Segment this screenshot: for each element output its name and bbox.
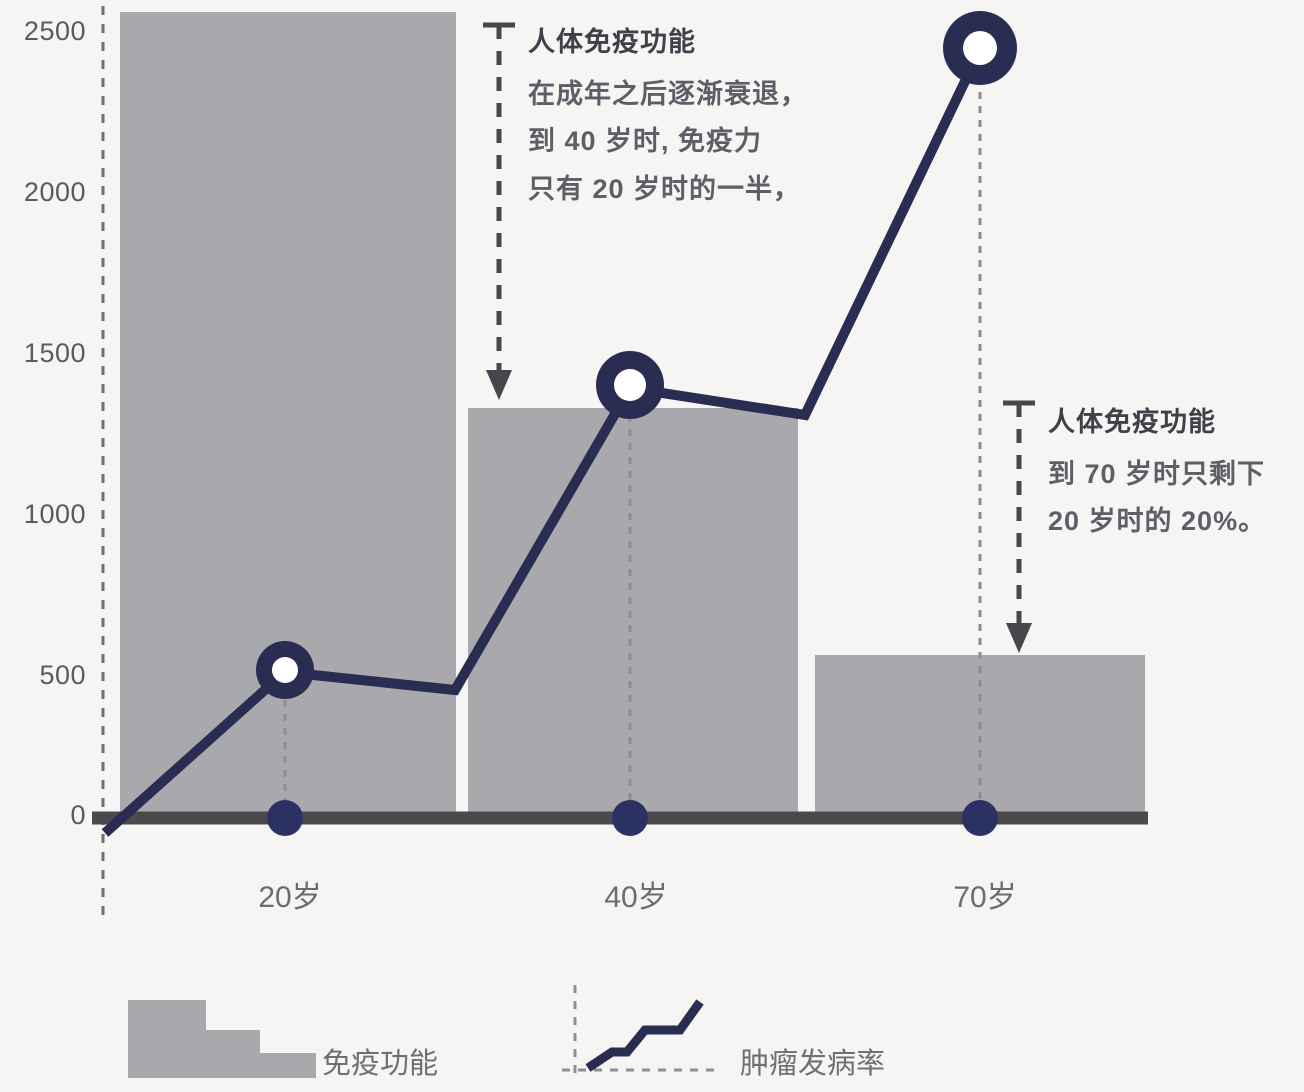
x-tick-label-20: 20岁 — [258, 881, 322, 914]
bar-40 — [468, 408, 798, 818]
tumor-incidence-line — [101, 47, 985, 837]
y-tick-label: 500 — [39, 660, 86, 690]
annotation-70-line: 到 70 岁时只剩下 — [1048, 459, 1266, 489]
x-tick-label-40: 40岁 — [604, 881, 668, 914]
y-tick-label: 2000 — [23, 177, 86, 207]
x-tick-label-70: 70岁 — [953, 881, 1017, 914]
annotation-40: 人体免疫功能 在成年之后逐渐衰退， 到 40 岁时, 免疫力 只有 20 岁时的… — [528, 20, 808, 213]
data-marker-70 — [943, 11, 1017, 85]
rising-line-icon — [562, 985, 718, 1080]
annotation-70-line: 20 岁时的 20%。 — [1048, 506, 1267, 537]
annotation-40-title: 人体免疫功能 — [528, 27, 696, 57]
baseline-dot-40 — [612, 800, 648, 836]
y-axis-labels: 2500 2000 1500 1000 500 0 — [0, 0, 86, 1092]
y-tick-label: 0 — [70, 800, 86, 830]
data-marker-20 — [256, 641, 314, 699]
legend-item-tumor-incidence-label: 肿瘤发病率 — [740, 1048, 886, 1080]
annotation-70: 人体免疫功能 到 70 岁时只剩下 20 岁时的 20%。 — [1048, 400, 1266, 546]
annotation-40-line: 到 40 岁时, 免疫力 — [528, 126, 763, 157]
annotation-40-line: 在成年之后逐渐衰退， — [528, 79, 808, 109]
annotation-70-title: 人体免疫功能 — [1048, 407, 1216, 437]
data-marker-40 — [596, 351, 664, 419]
annotation-40-line: 只有 20 岁时的一半， — [528, 173, 802, 204]
y-tick-label: 1000 — [23, 499, 86, 529]
annotation-arrow-70 — [1003, 400, 1035, 653]
descending-bars-icon — [128, 1000, 316, 1078]
annotation-arrow-40 — [483, 22, 515, 400]
legend-item-immune-function-label: 免疫功能 — [322, 1048, 439, 1080]
baseline-dot-70 — [962, 800, 998, 836]
y-tick-label: 2500 — [23, 16, 86, 46]
baseline-dot-20 — [267, 800, 303, 836]
y-tick-label: 1500 — [23, 338, 86, 368]
